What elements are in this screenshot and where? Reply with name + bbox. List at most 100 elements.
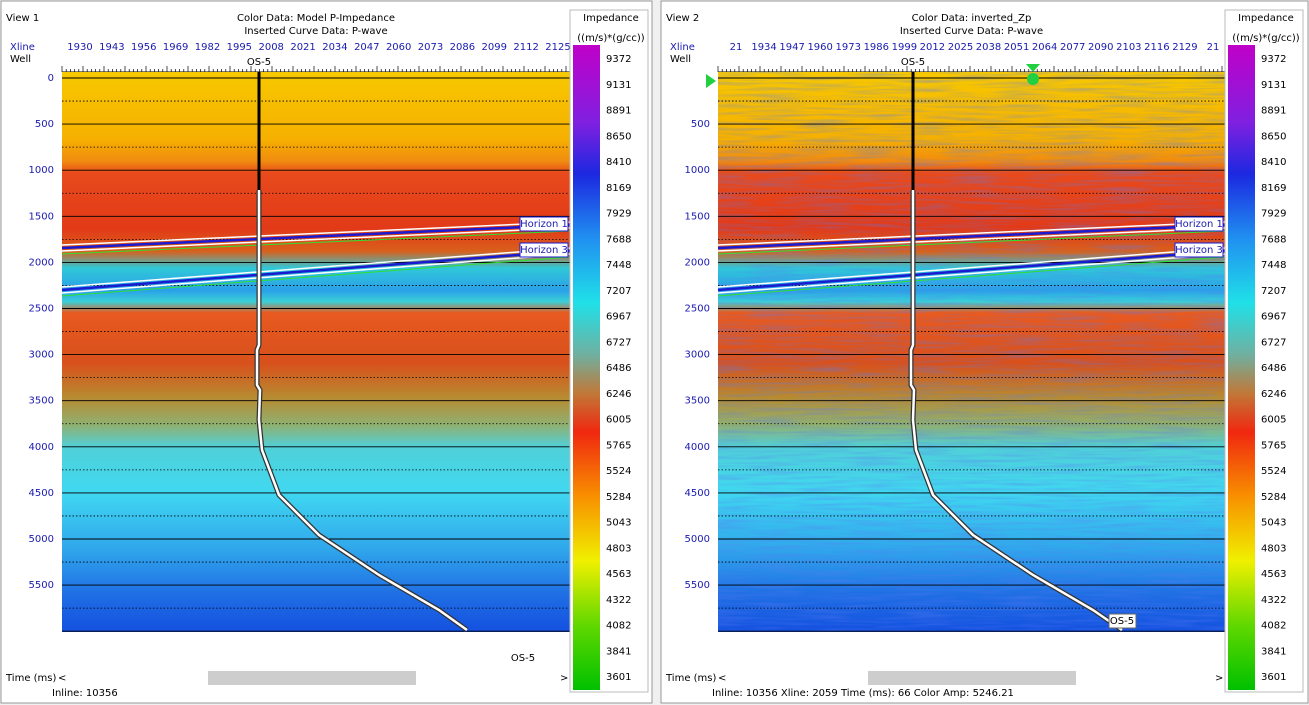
horizon-label: Horizon 3 [1175, 245, 1223, 256]
xline-tick-label: 1930 [67, 42, 92, 53]
colorbar-label: 6486 [1261, 363, 1286, 374]
xline-tick-label: 2090 [1088, 42, 1113, 53]
xline-label: Xline [670, 42, 695, 53]
colorbar-label: 8891 [606, 106, 631, 117]
colorbar-label: 9131 [1261, 80, 1286, 91]
colorbar-label: 6005 [1261, 415, 1286, 426]
scroll-right[interactable]: > [560, 673, 568, 684]
horizon-label: Horizon 1 [1175, 219, 1223, 230]
xline-tick-label: 2025 [948, 42, 973, 53]
colorbar-label: 7448 [606, 260, 631, 271]
colorbar-label: 9372 [1261, 54, 1286, 65]
screen: View 1Color Data: Model P-ImpedanceInser… [0, 0, 1309, 705]
time-tick-label: 2000 [685, 257, 710, 268]
seismic-noise [718, 72, 1225, 632]
time-tick-label: 2500 [29, 304, 54, 315]
xline-tick-label: 21 [730, 42, 743, 53]
xline-tick-label: 2086 [450, 42, 475, 53]
colorbar-title: Impedance [1238, 13, 1294, 24]
xline-tick-label: 2103 [1116, 42, 1141, 53]
colorbar-label: 3841 [606, 646, 631, 657]
time-tick-label: 5000 [29, 534, 54, 545]
colorbar-label: 8410 [1261, 157, 1286, 168]
time-tick-label: 1000 [685, 165, 710, 176]
colorbar-label: 7929 [606, 209, 631, 220]
xline-tick-label: 2021 [290, 42, 315, 53]
xline-tick-label: 1934 [751, 42, 776, 53]
colorbar-label: 4322 [1261, 595, 1286, 606]
colorbar-label: 4082 [1261, 621, 1286, 632]
well-top-label: OS-5 [247, 57, 271, 68]
colorbar-label: 9372 [606, 54, 631, 65]
xline-tick-label: 2034 [322, 42, 347, 53]
colorbar-label: 7207 [606, 286, 631, 297]
time-tick-label: 1000 [29, 165, 54, 176]
xline-label: Xline [10, 42, 35, 53]
colorbar-label: 4563 [1261, 569, 1286, 580]
colorbar-label: 7448 [1261, 260, 1286, 271]
colorbar-label: 3841 [1261, 646, 1286, 657]
xline-tick-label: 2047 [354, 42, 379, 53]
xline-tick-label: 21 [1207, 42, 1220, 53]
colorbar-label: 7688 [606, 234, 631, 245]
colorbar-label: 4803 [1261, 543, 1286, 554]
xline-tick-label: 1973 [836, 42, 861, 53]
scroll-left[interactable]: < [58, 673, 66, 684]
colorbar-label: 6727 [1261, 337, 1286, 348]
scroll-left[interactable]: < [718, 673, 726, 684]
time-tick-label: 5500 [29, 580, 54, 591]
colorbar-label: 6486 [606, 363, 631, 374]
colorbar-label: 4803 [606, 543, 631, 554]
xline-tick-label: 1969 [163, 42, 188, 53]
marker-dot [1027, 73, 1039, 85]
time-tick-label: 1500 [685, 211, 710, 222]
well-bottom-label: OS-5 [511, 653, 535, 664]
colorbar-title: Impedance [583, 13, 639, 24]
colorbar-label: 8169 [1261, 183, 1286, 194]
time-tick-label: 2500 [685, 304, 710, 315]
xline-tick-label: 1960 [807, 42, 832, 53]
time-tick-label: 4000 [685, 442, 710, 453]
colorbar-label: 5043 [1261, 518, 1286, 529]
well-label: Well [670, 54, 691, 65]
xline-tick-label: 1999 [892, 42, 917, 53]
colorbar [1228, 45, 1255, 690]
time-tick-label: 4500 [29, 488, 54, 499]
colorbar-label: 4322 [606, 595, 631, 606]
time-tick-label: 3000 [29, 350, 54, 361]
xline-tick-label: 2112 [513, 42, 538, 53]
colorbar-unit: ((m/s)*(g/cc)) [577, 33, 645, 44]
well-label: Well [10, 54, 31, 65]
xline-tick-label: 2129 [1172, 42, 1197, 53]
colorbar-label: 8650 [606, 131, 631, 142]
xline-tick-label: 1943 [99, 42, 124, 53]
time-tick-label: 4500 [685, 488, 710, 499]
colorbar-label: 6967 [1261, 312, 1286, 323]
xline-tick-label: 2060 [386, 42, 411, 53]
colorbar-label: 6727 [606, 337, 631, 348]
colorbar-label: 8650 [1261, 131, 1286, 142]
colorbar-label: 5524 [606, 466, 631, 477]
colorbar-label: 6246 [1261, 389, 1286, 400]
xline-tick-label: 1982 [195, 42, 220, 53]
colorbar-label: 5043 [606, 518, 631, 529]
time-tick-label: 500 [691, 119, 710, 130]
colorbar-label: 9131 [606, 80, 631, 91]
xline-tick-label: 1986 [864, 42, 889, 53]
colorbar-label: 3601 [606, 672, 631, 683]
scroll-right[interactable]: > [1215, 673, 1223, 684]
scroll-thumb[interactable] [208, 671, 416, 685]
colorbar-label: 6005 [606, 415, 631, 426]
xline-tick-label: 2073 [418, 42, 443, 53]
colorbar-unit: ((m/s)*(g/cc)) [1232, 33, 1300, 44]
status-text: Inline: 10356 [52, 688, 118, 699]
colorbar-label: 6246 [606, 389, 631, 400]
xline-tick-label: 1947 [779, 42, 804, 53]
view-name: View 1 [6, 13, 39, 24]
scroll-thumb[interactable] [868, 671, 1076, 685]
view-subtitle: Inserted Curve Data: P-wave [900, 26, 1043, 37]
time-axis-label: Time (ms) [5, 673, 57, 684]
colorbar-label: 7929 [1261, 209, 1286, 220]
time-tick-label: 3000 [685, 350, 710, 361]
colorbar-label: 5765 [1261, 440, 1286, 451]
